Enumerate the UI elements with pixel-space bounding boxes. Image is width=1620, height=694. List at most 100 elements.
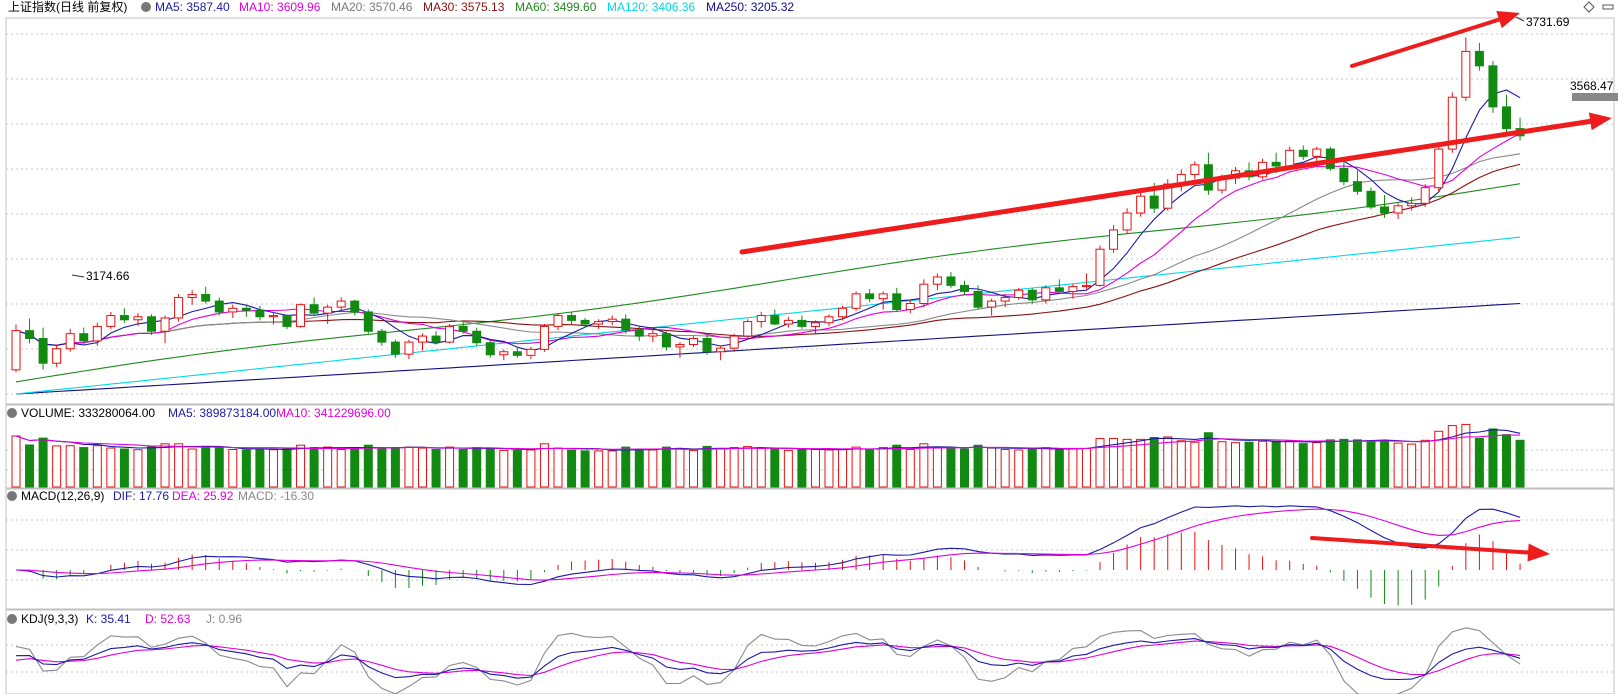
volume-bar xyxy=(892,444,902,488)
volume-bar xyxy=(1447,425,1457,488)
candle-body xyxy=(1136,195,1146,214)
svg-text:K: 35.41: K: 35.41 xyxy=(86,612,131,626)
ma60-line xyxy=(15,183,1521,383)
candle xyxy=(1515,117,1525,141)
ma120-label: MA120: 3406.36 xyxy=(607,0,695,14)
svg-text:MA10: 341229696.00: MA10: 341229696.00 xyxy=(276,406,391,420)
candle-body xyxy=(1298,149,1308,157)
candle-body xyxy=(1461,50,1471,98)
volume-bar xyxy=(1434,430,1444,488)
low-annotation: 3174.66 xyxy=(71,269,130,283)
candle-body xyxy=(282,315,292,327)
candle-body xyxy=(1420,187,1430,204)
volume-bar xyxy=(1149,436,1159,488)
candle xyxy=(282,314,292,329)
volume-bar xyxy=(1054,448,1064,488)
candle xyxy=(743,319,753,340)
volume-bar xyxy=(810,448,820,488)
candle xyxy=(1407,197,1417,211)
ma10-label: MA10: 3609.96 xyxy=(239,0,321,14)
kdj-dropdown-icon[interactable] xyxy=(7,614,17,624)
minimize-icon[interactable] xyxy=(1602,4,1614,10)
candle xyxy=(499,349,509,361)
candle xyxy=(702,333,712,355)
volume-bar xyxy=(1339,438,1349,488)
volume-bar xyxy=(390,447,400,488)
candle xyxy=(1393,203,1403,220)
ma60-label: MA60: 3499.60 xyxy=(515,0,597,14)
candle-body xyxy=(594,321,604,325)
candle-body xyxy=(38,337,48,364)
volume-bar xyxy=(689,449,698,488)
candle xyxy=(1000,293,1010,308)
macd-dropdown-icon[interactable] xyxy=(7,491,17,501)
candle-body xyxy=(377,330,387,343)
candle xyxy=(377,328,387,346)
volume-bar xyxy=(241,449,251,488)
volume-bar xyxy=(621,446,631,488)
candle-body xyxy=(607,318,617,323)
candle-body xyxy=(824,316,834,324)
ma30-line xyxy=(15,163,1521,346)
candle xyxy=(25,318,35,344)
candle xyxy=(52,344,62,367)
volume-bar xyxy=(1244,441,1254,488)
candle-body xyxy=(797,319,807,327)
candle xyxy=(106,311,116,329)
candle xyxy=(621,314,631,334)
kdj-panel-frame xyxy=(5,609,1615,694)
volume-bar xyxy=(1109,437,1119,488)
candle xyxy=(661,331,671,351)
candle xyxy=(1474,42,1484,71)
candle-body xyxy=(485,342,495,356)
candle-body xyxy=(689,337,698,346)
candle xyxy=(878,291,888,310)
volume-bar xyxy=(309,447,319,488)
arrow-shaft xyxy=(739,118,1593,255)
candle-body xyxy=(106,315,116,327)
arrow-shaft xyxy=(1350,17,1502,68)
candle xyxy=(905,299,915,314)
candle-body xyxy=(390,341,400,355)
ma250-label: MA250: 3205.32 xyxy=(706,0,794,14)
volume-bar xyxy=(133,449,143,488)
volume-bar xyxy=(445,446,455,488)
macd-dif-line xyxy=(15,505,1521,586)
candle-body xyxy=(25,330,35,339)
candle-body xyxy=(472,330,482,344)
arrow-shaft xyxy=(1310,536,1531,555)
volume-bar xyxy=(79,447,89,488)
candle-body xyxy=(431,335,441,343)
candle xyxy=(11,324,21,373)
candle-body xyxy=(458,325,468,332)
macd-lines xyxy=(15,505,1521,606)
volume-bar xyxy=(147,446,156,488)
candle xyxy=(336,297,346,311)
candle xyxy=(472,327,482,346)
volume-bar xyxy=(1027,448,1037,488)
diamond-icon[interactable] xyxy=(1583,1,1595,13)
candle xyxy=(1136,191,1146,217)
volume-bar xyxy=(838,448,848,488)
volume-bar xyxy=(52,445,62,488)
volume-bar xyxy=(323,446,333,488)
candle xyxy=(92,322,102,346)
candle-body xyxy=(661,333,671,348)
volume-bar xyxy=(1163,436,1173,488)
volume-bar xyxy=(1203,432,1213,488)
volume-bar xyxy=(851,446,861,488)
candle xyxy=(729,333,739,352)
volume-dropdown-icon[interactable] xyxy=(7,408,17,418)
svg-text:D: 52.63: D: 52.63 xyxy=(145,612,191,626)
volume-bar xyxy=(377,447,387,488)
dropdown-circle-icon[interactable] xyxy=(141,2,151,12)
volume-bar xyxy=(1474,437,1484,488)
candle-body xyxy=(1474,50,1484,67)
candle xyxy=(38,327,48,370)
volume-ma5-line xyxy=(15,429,1521,451)
candle-body xyxy=(1054,287,1064,292)
macd-divergence-arrow xyxy=(1310,536,1550,562)
volume-bar xyxy=(187,448,197,488)
candle-body xyxy=(1149,195,1159,209)
